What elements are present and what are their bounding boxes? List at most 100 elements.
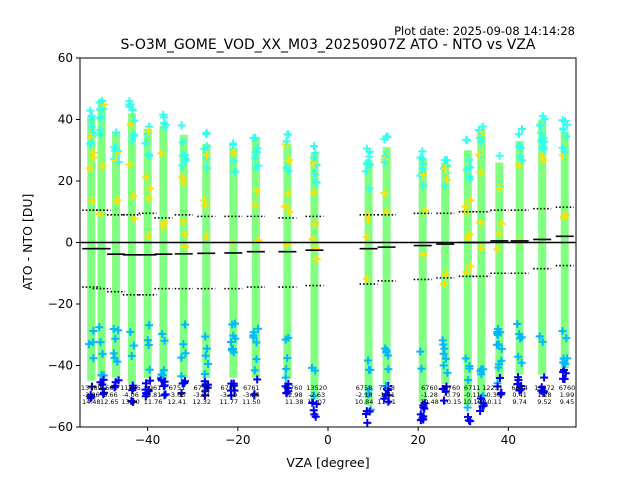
bin-17-point-16 — [475, 150, 484, 159]
bin-1-point-15 — [96, 125, 105, 134]
annotation-0-line-1: -2.06 — [83, 391, 100, 399]
bin-14-point-11 — [416, 153, 425, 162]
bin-19-point-17 — [514, 161, 523, 170]
bin-2-point-17 — [112, 196, 121, 205]
bin-13-point-20 — [381, 390, 390, 399]
bin-9-point-20 — [252, 338, 261, 347]
bin-12-point-17 — [365, 184, 374, 193]
bin-0-point-5 — [85, 340, 94, 349]
bin-7-point-20 — [200, 196, 209, 205]
bin-3-point-18 — [126, 120, 135, 129]
bin-15-point-15 — [442, 156, 451, 165]
bin-19-point-9 — [514, 130, 523, 139]
bin-20-point-19 — [537, 383, 546, 392]
annotation-3-line-2: 11.76 — [144, 398, 163, 406]
bin-10-point-18 — [284, 333, 293, 342]
bin-19-point-8 — [514, 373, 523, 382]
bin-15-point-17 — [440, 181, 449, 190]
bin-10-point-16 — [282, 137, 291, 146]
annotation-9-line-2: 11.07 — [307, 398, 326, 406]
bin-11-point-1 — [312, 400, 321, 409]
bin-2-point-12 — [114, 326, 123, 335]
bin-5-point-20 — [157, 149, 166, 158]
bin-20-point-18 — [540, 373, 549, 382]
bin-7-point-8 — [202, 232, 211, 241]
bin-0-point-11 — [86, 106, 95, 115]
bin-1-point-19 — [99, 388, 108, 397]
bin-6-point-21 — [178, 379, 187, 388]
bin-19-point-21 — [515, 330, 524, 339]
chart-title: S-O3M_GOME_VOD_XX_M03_20250907Z ATO - NT… — [121, 37, 536, 53]
bin-3-point-21 — [128, 386, 137, 395]
bin-21-point-21 — [562, 132, 571, 141]
bin-6-point-4 — [177, 389, 186, 398]
bin-7-point-18 — [202, 130, 211, 139]
bin-4-point-9 — [145, 151, 154, 160]
bin-2-point-15 — [110, 383, 119, 392]
bin-4-point-1 — [144, 194, 153, 203]
bin-14-point-3 — [419, 181, 428, 190]
bin-11-point-14 — [309, 188, 318, 197]
bin-10-point-21 — [285, 207, 294, 216]
bin-9-point-13 — [253, 375, 262, 384]
annotation-2-line-2: 13.20 — [121, 398, 140, 406]
bin-8-point-21 — [229, 148, 238, 157]
bin-4-point-10 — [143, 336, 152, 345]
bin-3-point-15 — [127, 351, 136, 360]
bin-8-point-20 — [229, 141, 238, 150]
annotation-11-line-2: 11.11 — [377, 398, 396, 406]
bin-2-point-2 — [110, 155, 119, 164]
bin-8-core-band — [229, 147, 238, 378]
bin-16-point-17 — [462, 268, 471, 277]
annotation-7-line-0: 6761 — [243, 384, 260, 392]
y-tick-label-4: 20 — [58, 174, 73, 188]
bin-16-core-band — [463, 150, 472, 406]
bin-0-point-8 — [87, 382, 96, 391]
bin-21-point-13 — [559, 354, 568, 363]
bin-13-point-14 — [384, 365, 393, 374]
bin-8-point-16 — [229, 345, 238, 354]
bin-4-point-11 — [143, 231, 152, 240]
bin-5-point-16 — [161, 120, 170, 129]
bin-1-point-18 — [95, 323, 104, 332]
bin-10-point-17 — [282, 364, 291, 373]
bin-9-point-21 — [254, 161, 263, 170]
bin-21-point-1 — [562, 334, 571, 343]
x-tick-label-1: −20 — [225, 433, 250, 447]
bin-19-point-20 — [514, 352, 523, 361]
bin-0-point-9 — [89, 326, 98, 335]
annotation-14-line-1: -0.11 — [464, 391, 481, 399]
bin-2-point-18 — [113, 357, 122, 366]
y-tick-label-3: 0 — [65, 236, 73, 250]
bin-15-point-20 — [438, 384, 447, 393]
bin-15-point-18 — [441, 270, 450, 279]
bin-11-point-10 — [312, 255, 321, 264]
bin-13-point-5 — [380, 189, 389, 198]
bin-20-point-11 — [540, 115, 549, 124]
annotation-15-line-2: 10.11 — [483, 398, 502, 406]
bin-20-point-17 — [539, 155, 548, 164]
annotation-8-line-0: 6760 — [286, 384, 303, 392]
bin-16-point-8 — [462, 165, 471, 174]
annotation-5-line-0: 6758 — [193, 384, 210, 392]
bin-5-point-5 — [159, 366, 168, 375]
bin-7-point-1 — [203, 164, 212, 173]
annotation-14-line-2: 10.10 — [463, 398, 482, 406]
annotation-1-line-0: 6661 — [101, 384, 118, 392]
bin-15-point-13 — [439, 396, 448, 405]
annotation-4-line-1: -3.65 — [169, 391, 186, 399]
bin-8-point-14 — [231, 319, 240, 328]
y-tick-label-0: −60 — [48, 420, 73, 434]
bin-21-point-8 — [558, 327, 567, 336]
bin-2-point-21 — [111, 143, 120, 152]
bin-12-core-band — [364, 159, 373, 406]
bin-5-point-7 — [158, 329, 167, 338]
annotation-16-line-1: 0.41 — [512, 391, 526, 399]
bin-0-point-16 — [86, 394, 95, 403]
bin-4-point-13 — [142, 173, 151, 182]
annotation-11-line-0: 7318 — [378, 384, 395, 392]
annotation-12-line-0: 6760 — [421, 384, 438, 392]
bin-19-point-6 — [517, 358, 526, 367]
bin-21-point-19 — [561, 369, 570, 378]
